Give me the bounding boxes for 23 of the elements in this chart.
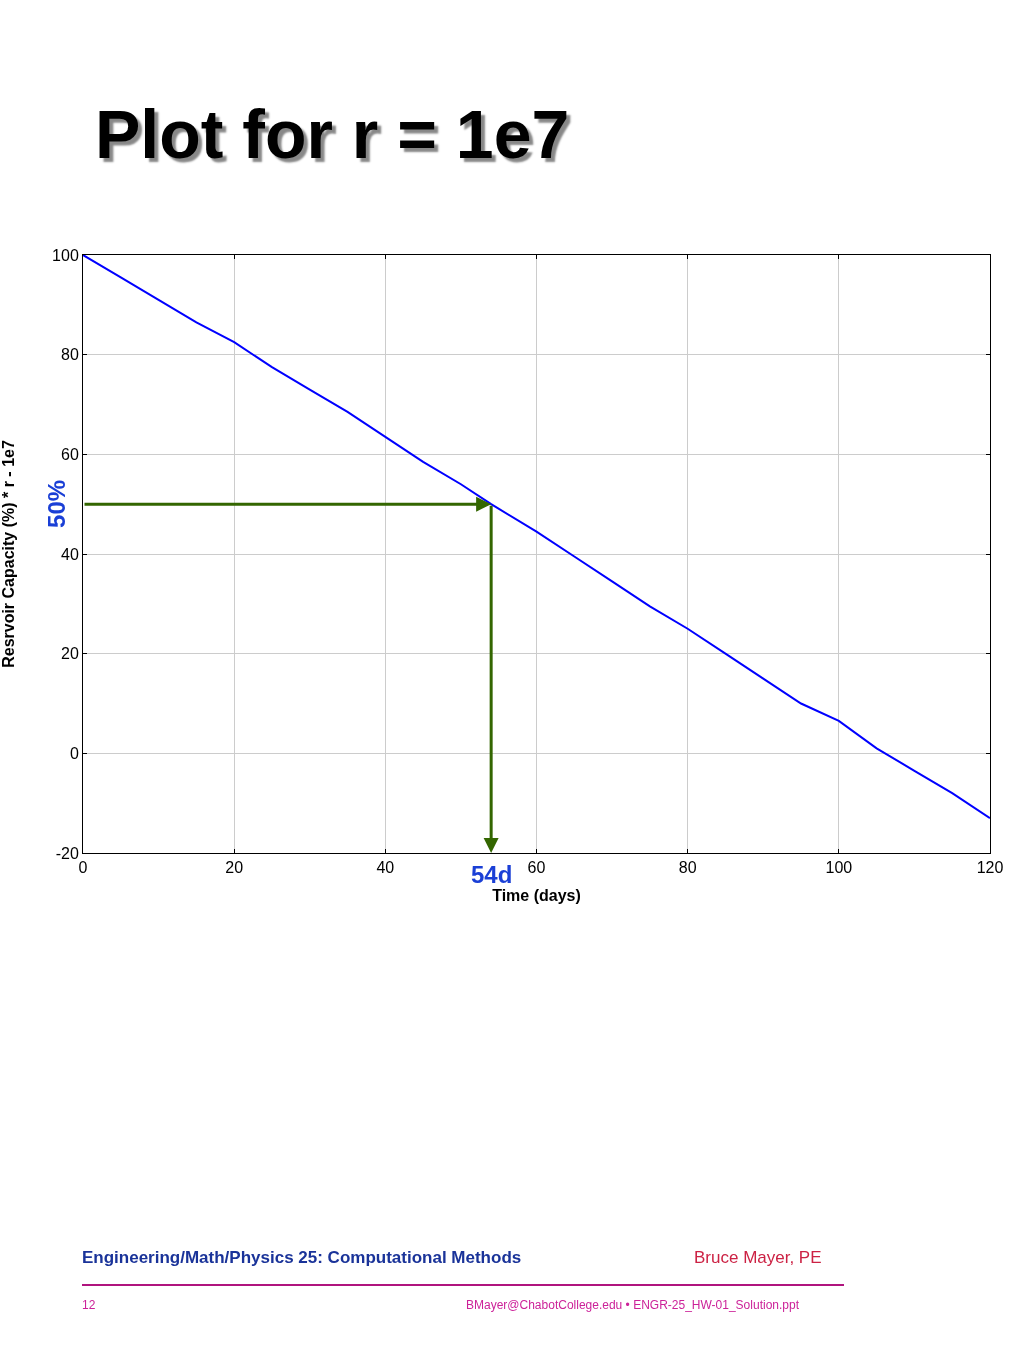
text: Bruce Mayer, PE [694, 1248, 822, 1268]
x-axis-title: Time (days) [492, 886, 581, 904]
x-tick-label: 60 [527, 859, 546, 877]
y-tick-label: 80 [61, 346, 79, 364]
x-tick-label: 40 [376, 859, 395, 877]
x-tick-label: 120 [976, 859, 1004, 877]
y-tick-label: 20 [61, 645, 79, 663]
y-tick-label: 0 [69, 744, 79, 762]
y-tick-label: 100 [52, 246, 79, 264]
text: Engineering/Math/Physics 25: Computational Methods [82, 1248, 522, 1268]
text: BMayer@ChabotCollege.edu • ENGR-25_HW-01_Solution.ppt [466, 1298, 799, 1312]
text: 12 [82, 1298, 96, 1312]
y-axis-title: Resrvoir Capacity (%) * r - 1e7 [0, 440, 17, 668]
x-tick-label: 80 [678, 859, 697, 877]
line-series [83, 255, 990, 820]
x-tick-label: 20 [225, 859, 244, 877]
annotation: 54d [471, 861, 513, 888]
annotation: 50% [42, 479, 70, 528]
x-tick-label: 100 [825, 859, 853, 877]
y-tick-label: 40 [61, 545, 79, 563]
y-tick-label: 60 [61, 445, 79, 463]
chart-title: Plot for r = 1e7 [95, 95, 570, 173]
y-tick-label: -20 [55, 844, 79, 862]
